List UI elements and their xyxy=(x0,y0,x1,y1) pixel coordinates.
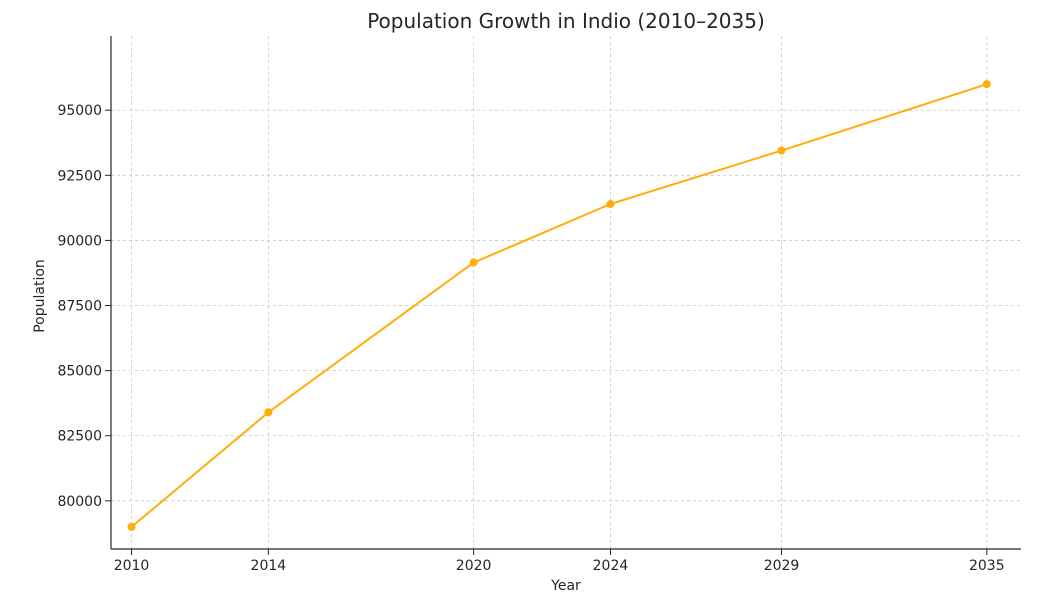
data-point xyxy=(606,199,615,208)
data-point xyxy=(777,146,786,155)
y-tick-label: 82500 xyxy=(57,429,102,445)
y-tick-label: 95000 xyxy=(57,103,102,119)
x-tick-label: 2020 xyxy=(456,558,492,574)
data-point xyxy=(982,80,991,89)
x-tick-label: 2014 xyxy=(251,558,287,574)
x-axis-label: Year xyxy=(550,578,581,593)
grid-lines xyxy=(111,36,1021,549)
y-axis-label: Population xyxy=(32,259,48,333)
y-tick-label: 90000 xyxy=(57,233,102,249)
chart-title: Population Growth in Indio (2010–2035) xyxy=(367,9,765,33)
y-tick-label: 85000 xyxy=(57,364,102,380)
data-point xyxy=(469,258,478,267)
data-point xyxy=(264,408,273,417)
y-axis-ticks: 80000 82500 85000 87500 90000 92500 95000 xyxy=(57,103,111,510)
y-tick-label: 80000 xyxy=(57,494,102,510)
x-axis-ticks: 2010 2014 2020 2024 2029 2035 xyxy=(114,549,1005,574)
data-point xyxy=(127,522,136,531)
x-tick-label: 2029 xyxy=(764,558,800,574)
series-line xyxy=(130,83,988,528)
x-tick-label: 2010 xyxy=(114,558,150,574)
x-tick-label: 2024 xyxy=(593,558,629,574)
y-tick-label: 87500 xyxy=(57,299,102,315)
series-layer xyxy=(127,80,991,531)
y-tick-label: 92500 xyxy=(57,168,102,184)
x-tick-label: 2035 xyxy=(969,558,1005,574)
